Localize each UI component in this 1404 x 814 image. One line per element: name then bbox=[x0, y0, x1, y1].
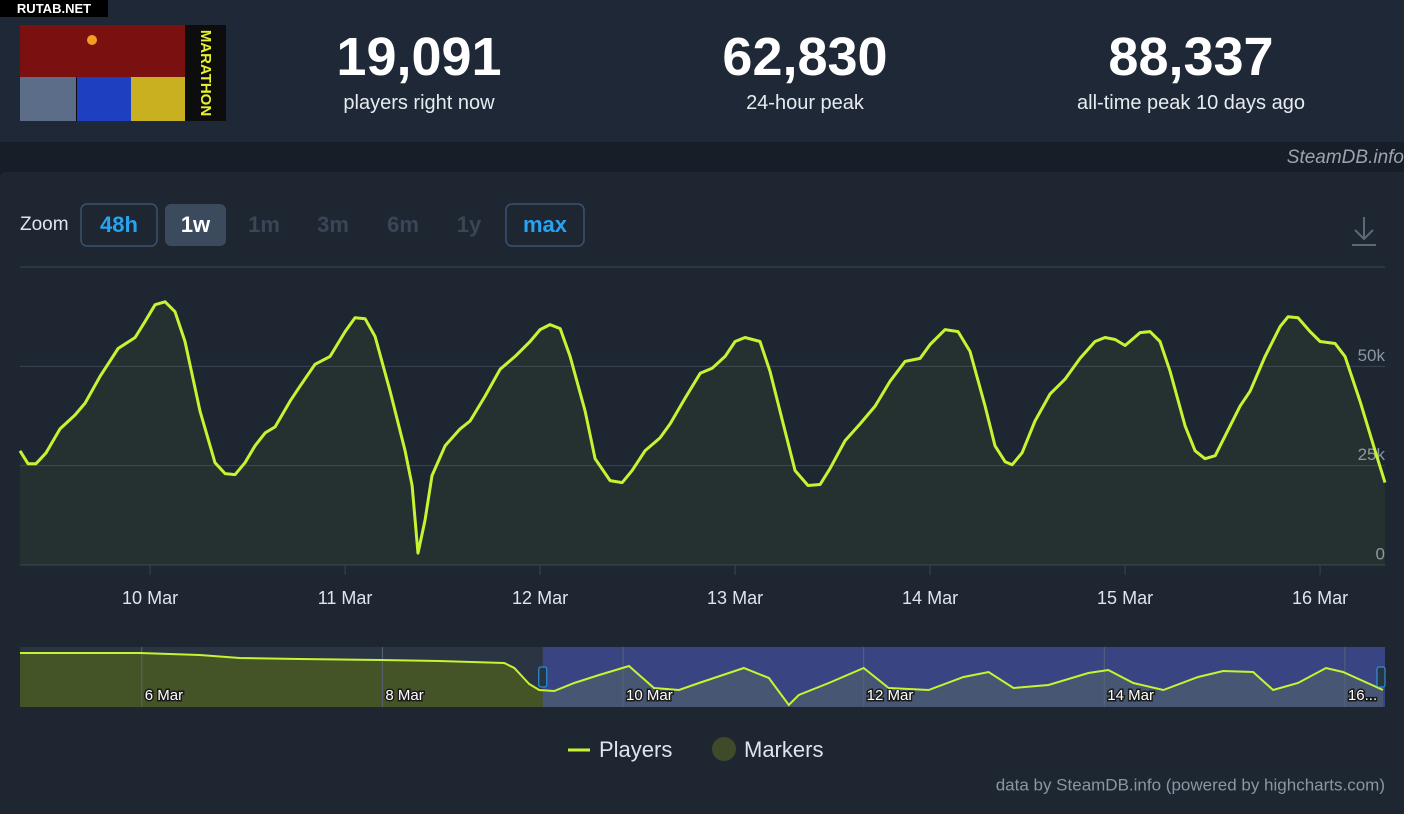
zoom-button[interactable]: 48h bbox=[80, 203, 158, 247]
zoom-button[interactable]: max bbox=[505, 203, 585, 247]
button-label: 1m bbox=[248, 212, 280, 237]
watermark: RUTAB.NET bbox=[0, 0, 108, 17]
x-tick-label: 10 Mar bbox=[626, 687, 673, 704]
button-label: 1y bbox=[457, 212, 482, 237]
stat: 19,091 players right now bbox=[239, 28, 599, 116]
x-tick-label: 14 Mar bbox=[902, 588, 958, 608]
download-icon[interactable] bbox=[1352, 217, 1376, 246]
zoom-button[interactable]: 1w bbox=[165, 204, 226, 246]
x-tick-label: 8 Mar bbox=[385, 687, 423, 704]
y-tick-label: 50k bbox=[1358, 346, 1386, 365]
logo-text: MARATHON bbox=[197, 30, 214, 116]
game-logo: MARATHON bbox=[20, 25, 226, 121]
legend-symbol bbox=[712, 737, 736, 761]
legend-label: Markers bbox=[744, 737, 823, 762]
legend-label: Players bbox=[599, 737, 672, 762]
zoom-button: 3m bbox=[317, 212, 349, 237]
button-frame bbox=[505, 203, 585, 247]
x-tick-label: 10 Mar bbox=[626, 687, 673, 704]
button-label: 3m bbox=[317, 212, 349, 237]
x-tick-label: 14 Mar bbox=[1107, 687, 1154, 704]
button-frame bbox=[165, 204, 226, 246]
legend-item[interactable]: Markers bbox=[712, 737, 823, 762]
area bbox=[20, 653, 1383, 707]
y-tick-label: 0 bbox=[1376, 544, 1385, 563]
x-tick-label: 12 Mar bbox=[867, 687, 914, 704]
x-tick-label: 6 Mar bbox=[145, 687, 183, 704]
x-tick-label: 11 Mar bbox=[318, 588, 373, 608]
handle bbox=[1376, 666, 1386, 688]
legend-item[interactable]: Players bbox=[568, 737, 672, 762]
stat-value: 62,830 bbox=[722, 27, 888, 87]
source-tag: SteamDB.info bbox=[1286, 147, 1404, 168]
credit: data by SteamDB.info (powered by highcha… bbox=[996, 775, 1385, 794]
x-tick-label: 8 Mar bbox=[385, 687, 423, 704]
zoom-button: 6m bbox=[387, 212, 419, 237]
x-tick-label: 16... bbox=[1348, 687, 1377, 704]
navigator-handle[interactable] bbox=[538, 666, 548, 688]
zoom-button: 1y bbox=[457, 212, 482, 237]
x-tick-label: 16 Mar bbox=[1292, 588, 1348, 608]
handle bbox=[538, 666, 548, 688]
x-tick-label: 16... bbox=[1348, 687, 1377, 704]
x-tick-label: 14 Mar bbox=[1107, 687, 1154, 704]
stat-label: players right now bbox=[343, 92, 495, 114]
stat-label: all-time peak 10 days ago bbox=[1077, 92, 1305, 114]
zoom-button: 1m bbox=[248, 212, 280, 237]
x-tick-label: 15 Mar bbox=[1097, 588, 1153, 608]
stat-value: 88,337 bbox=[1108, 27, 1274, 87]
stat-label: 24-hour peak bbox=[746, 92, 864, 114]
area bbox=[20, 301, 1385, 565]
line bbox=[18, 300, 1387, 555]
button-label: max bbox=[523, 212, 568, 237]
x-tick-label: 12 Mar bbox=[867, 687, 914, 704]
button-label: 6m bbox=[387, 212, 419, 237]
stat: 62,830 24-hour peak bbox=[625, 28, 985, 116]
x-tick-label: 6 Mar bbox=[145, 687, 183, 704]
x-tick-label: 10 Mar bbox=[122, 588, 178, 608]
button-label: 1w bbox=[181, 212, 211, 237]
x-tick-label: 12 Mar bbox=[512, 588, 568, 608]
header: MARATHON 19,091 players right now 62,830 2… bbox=[0, 0, 1404, 142]
button-frame bbox=[80, 203, 158, 247]
navigator-handle[interactable] bbox=[1376, 666, 1386, 688]
stat-value: 19,091 bbox=[336, 27, 502, 87]
stat: 88,337 all-time peak 10 days ago bbox=[1011, 28, 1371, 116]
line bbox=[20, 652, 1384, 707]
x-tick-label: 13 Mar bbox=[707, 588, 763, 608]
button-label: 48h bbox=[100, 212, 138, 237]
zoom-label: Zoom bbox=[20, 214, 69, 235]
